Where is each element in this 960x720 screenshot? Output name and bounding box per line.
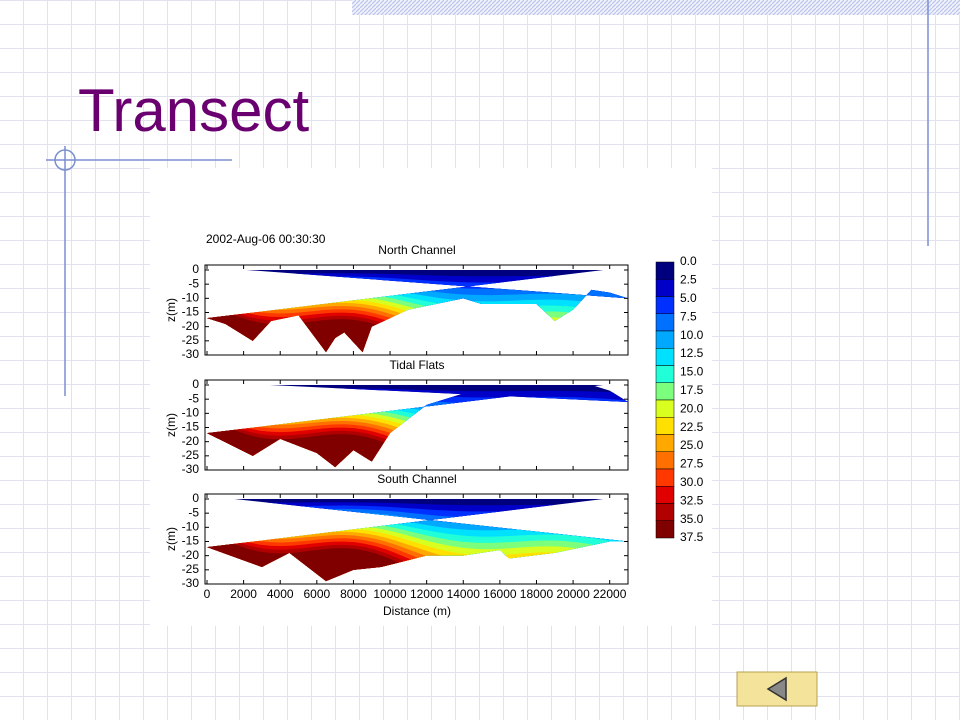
colorbar-label: 17.5: [680, 383, 704, 397]
x-tick-label: 0: [204, 587, 211, 601]
y-tick-label: -20: [182, 434, 200, 448]
timestamp: 2002-Aug-06 00:30:30: [206, 232, 326, 246]
x-axis-label: Distance (m): [383, 604, 451, 618]
x-tick-label: 10000: [373, 587, 407, 601]
y-tick-label: -20: [182, 548, 200, 562]
x-tick-label: 12000: [410, 587, 444, 601]
y-tick-label: -10: [182, 291, 200, 305]
colorbar-box: [655, 417, 675, 435]
colorbar-box: [655, 434, 675, 452]
y-tick-label: -30: [182, 462, 200, 476]
x-tick-label: 20000: [556, 587, 590, 601]
colorbar-label: 30.0: [680, 475, 704, 489]
y-tick-label: 0: [192, 491, 199, 505]
colorbar-box: [655, 330, 675, 349]
colorbar-box: [655, 296, 675, 314]
colorbar-box: [655, 313, 675, 332]
y-tick-label: 0: [192, 262, 199, 276]
contour-band: [207, 299, 628, 353]
panel-title: North Channel: [378, 243, 455, 257]
contour-band: [207, 414, 628, 468]
back-arrow[interactable]: [766, 676, 787, 702]
y-tick-label: -15: [182, 420, 200, 434]
y-tick-label: -10: [182, 406, 200, 420]
slide-title: Transect: [78, 77, 310, 144]
y-tick-label: -5: [188, 505, 199, 519]
colorbar-label: 7.5: [680, 309, 697, 323]
colorbar-label: 25.0: [680, 438, 704, 452]
colorbar-label: 0.0: [680, 254, 697, 268]
plot-frame: [204, 264, 629, 356]
y-tick-label: -25: [182, 448, 200, 462]
colorbar-box: [655, 279, 675, 297]
y-tick-label: 0: [192, 377, 199, 391]
colorbar-label: 20.0: [680, 401, 704, 415]
colorbar-label: 22.5: [680, 420, 704, 434]
colorbar-label: 2.5: [680, 273, 697, 287]
y-tick-label: -25: [182, 562, 200, 576]
deco-circle: [54, 149, 76, 171]
y-tick-label: -30: [182, 576, 200, 590]
x-tick-label: 8000: [340, 587, 367, 601]
x-tick-label: 16000: [483, 587, 517, 601]
plot-frame: [204, 379, 629, 471]
contour-band: [207, 530, 628, 582]
x-tick-label: 2000: [230, 587, 257, 601]
y-tick-label: -5: [188, 391, 199, 405]
y-tick-label: -30: [182, 347, 200, 361]
colorbar-box: [655, 520, 675, 539]
colorbar-box: [655, 451, 675, 470]
colorbar-label: 27.5: [680, 457, 704, 471]
colorbar-label: 35.0: [680, 512, 704, 526]
colorbar-label: 12.5: [680, 346, 704, 360]
plot-frame: [204, 493, 629, 585]
colorbar-box: [655, 382, 675, 401]
colorbar-label: 10.0: [680, 328, 704, 342]
y-tick-label: -15: [182, 305, 200, 319]
contour-band: [207, 528, 628, 582]
x-tick-label: 18000: [520, 587, 554, 601]
y-tick-label: -10: [182, 520, 200, 534]
x-tick-label: 14000: [447, 587, 481, 601]
panel-title: Tidal Flats: [390, 358, 445, 372]
colorbar-box: [655, 365, 675, 383]
y-axis-label: z(m): [164, 413, 178, 437]
colorbar-box: [655, 261, 675, 280]
contour-band: [207, 301, 628, 353]
y-tick-label: -25: [182, 333, 200, 347]
x-tick-label: 4000: [267, 587, 294, 601]
colorbar-label: 37.5: [680, 530, 704, 544]
colorbar-label: 5.0: [680, 291, 697, 305]
colorbar-box: [655, 468, 675, 487]
colorbar-label: 32.5: [680, 493, 704, 507]
y-tick-label: -20: [182, 319, 200, 333]
x-tick-label: 6000: [303, 587, 330, 601]
x-tick-label: 22000: [593, 587, 627, 601]
colorbar-label: 15.0: [680, 365, 704, 379]
y-axis-label: z(m): [164, 298, 178, 322]
panel-title: South Channel: [377, 472, 456, 486]
contour-band: [207, 416, 628, 468]
colorbar-box: [655, 486, 675, 504]
colorbar-box: [655, 503, 675, 521]
y-tick-label: -5: [188, 276, 199, 290]
y-axis-label: z(m): [164, 527, 178, 551]
colorbar-box: [655, 399, 675, 418]
y-tick-label: -15: [182, 534, 200, 548]
colorbar-box: [655, 348, 675, 366]
nav-button[interactable]: [736, 671, 818, 707]
header-bar: [352, 0, 960, 15]
